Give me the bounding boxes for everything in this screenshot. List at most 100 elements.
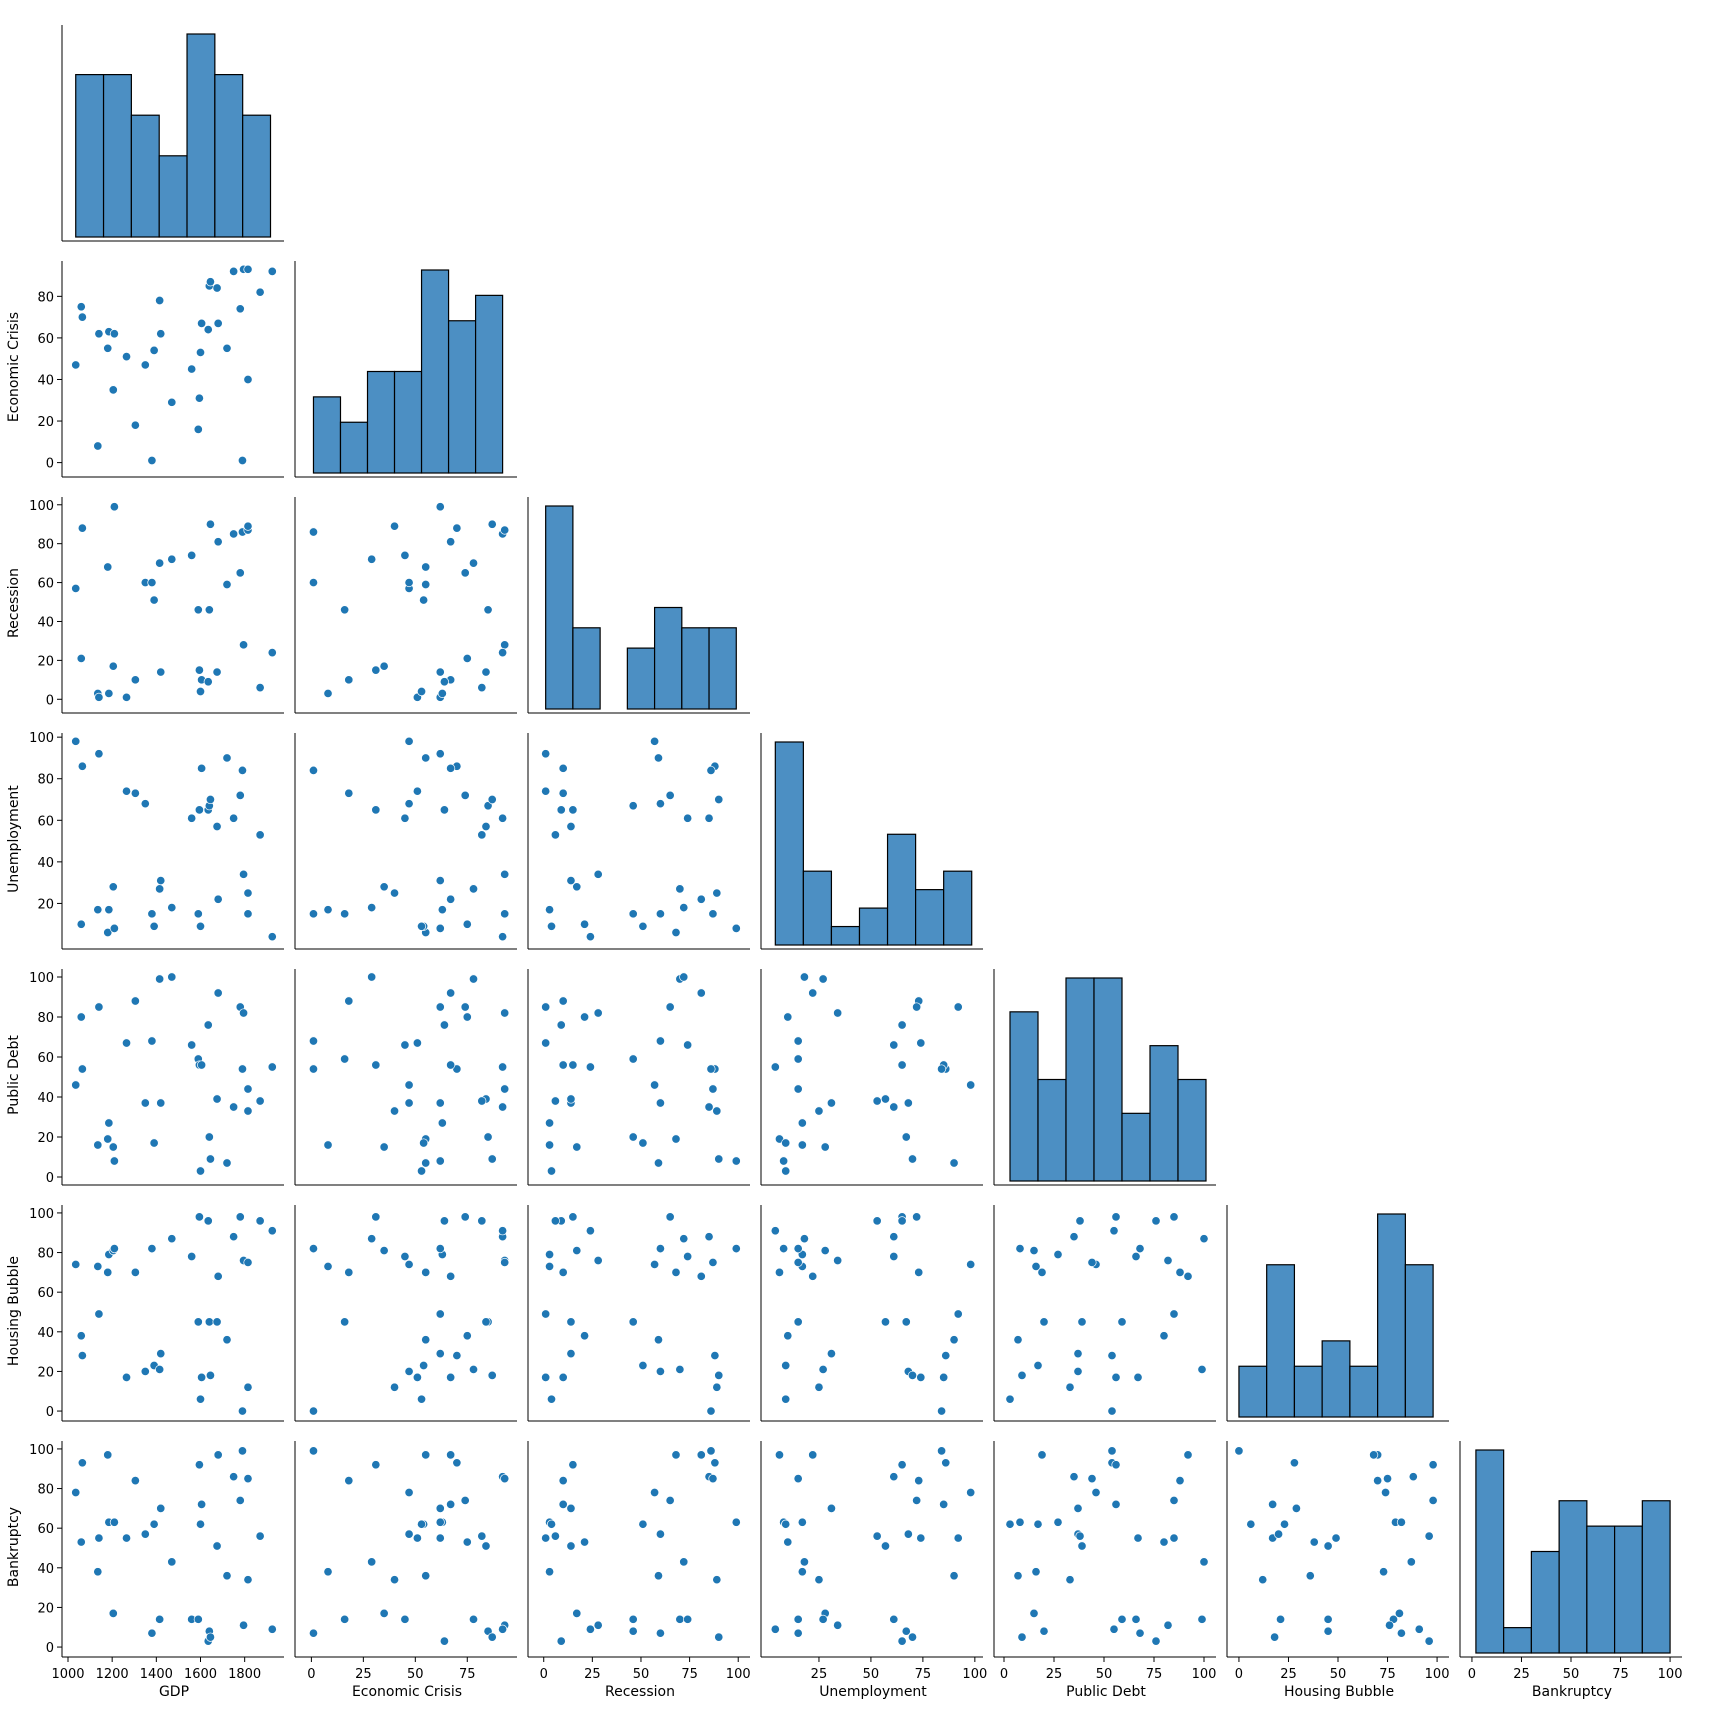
scatter-point bbox=[108, 1608, 118, 1618]
scatter-point bbox=[872, 1531, 882, 1541]
scatter-point bbox=[483, 801, 493, 811]
scatter-point bbox=[558, 1476, 568, 1486]
scatter-point bbox=[566, 1317, 576, 1327]
scatter-point bbox=[130, 1476, 140, 1486]
scatter-point bbox=[593, 1255, 603, 1266]
scatter-point bbox=[818, 974, 828, 984]
histogram-bar bbox=[1613, 1525, 1643, 1654]
scatter-point bbox=[679, 972, 689, 982]
scatter-point bbox=[229, 1472, 239, 1482]
scatter-point bbox=[1109, 1624, 1119, 1634]
scatter-point bbox=[460, 568, 470, 578]
scatter-point bbox=[147, 1036, 157, 1046]
scatter-point bbox=[460, 1495, 470, 1505]
scatter-point bbox=[566, 1503, 576, 1513]
scatter-point bbox=[731, 1244, 741, 1254]
scatter-point bbox=[808, 1450, 818, 1460]
scatter-point bbox=[195, 921, 206, 931]
scatter-point bbox=[94, 749, 104, 759]
scatter-point bbox=[487, 1154, 497, 1164]
scatter-point bbox=[706, 765, 716, 775]
scatter-point bbox=[580, 1331, 590, 1341]
scatter-point bbox=[966, 1080, 976, 1090]
scatter-point bbox=[708, 1474, 718, 1484]
scatter-point bbox=[435, 876, 445, 886]
scatter-point bbox=[437, 688, 447, 698]
scatter-point bbox=[308, 1628, 319, 1638]
scatter-point bbox=[710, 1351, 720, 1361]
scatter-point bbox=[797, 1140, 807, 1150]
scatter-point bbox=[435, 1503, 445, 1513]
x-tick-label: 100 bbox=[962, 1667, 987, 1682]
scatter-point bbox=[1169, 1309, 1179, 1319]
x-axis-label: Unemployment bbox=[819, 1684, 927, 1700]
histogram-bar bbox=[75, 73, 105, 238]
scatter-point bbox=[400, 1040, 410, 1050]
scatter-point bbox=[1133, 1372, 1143, 1382]
scatter-point bbox=[121, 352, 132, 362]
scatter-point bbox=[671, 927, 681, 938]
y-tick-label: 0 bbox=[46, 1405, 54, 1420]
y-tick-label: 60 bbox=[37, 814, 54, 829]
scatter-point bbox=[404, 799, 414, 809]
scatter-point bbox=[412, 1038, 422, 1048]
scatter-point bbox=[546, 1166, 557, 1176]
scatter-point bbox=[953, 1533, 963, 1543]
scatter-point bbox=[897, 1060, 907, 1070]
panel-housing-bubble-vs-economic-crisis bbox=[294, 1205, 517, 1422]
scatter-point bbox=[323, 1140, 333, 1150]
scatter-point bbox=[93, 1261, 103, 1271]
scatter-point bbox=[195, 1519, 206, 1529]
histogram-bar bbox=[1503, 1627, 1532, 1654]
x-tick-label: 100 bbox=[1658, 1667, 1683, 1682]
scatter-point bbox=[237, 1406, 248, 1416]
scatter-point bbox=[468, 974, 479, 984]
x-tick-label: 75 bbox=[681, 1667, 698, 1682]
scatter-point bbox=[628, 909, 638, 919]
x-tick-label: 0 bbox=[1235, 1667, 1243, 1682]
scatter-point bbox=[696, 1450, 706, 1460]
histogram-bar bbox=[943, 870, 973, 946]
scatter-point bbox=[93, 1140, 103, 1150]
scatter-point bbox=[1015, 1517, 1025, 1527]
scatter-point bbox=[914, 1476, 924, 1486]
histogram-bar bbox=[1009, 1011, 1039, 1182]
scatter-point bbox=[222, 1158, 232, 1168]
scatter-point bbox=[237, 765, 248, 775]
scatter-point bbox=[706, 1406, 716, 1416]
scatter-point bbox=[793, 1317, 803, 1327]
scatter-point bbox=[435, 1002, 445, 1012]
panel-housing-bubble-vs-recession bbox=[527, 1205, 750, 1422]
y-tick-label: 100 bbox=[29, 971, 54, 986]
scatter-point bbox=[255, 830, 265, 840]
scatter-point bbox=[255, 1531, 265, 1541]
scatter-point bbox=[1033, 1519, 1043, 1529]
x-tick-label: 0 bbox=[1468, 1667, 1476, 1682]
scatter-point bbox=[1111, 1372, 1121, 1382]
scatter-point bbox=[340, 1614, 350, 1624]
scatter-point bbox=[212, 1094, 222, 1104]
scatter-point bbox=[435, 1517, 445, 1527]
scatter-point bbox=[1424, 1531, 1434, 1541]
panel-unemployment-vs-unemployment bbox=[760, 733, 983, 950]
scatter-point bbox=[889, 1040, 899, 1050]
scatter-point bbox=[593, 1620, 603, 1630]
scatter-point bbox=[229, 529, 239, 539]
scatter-point bbox=[460, 1002, 470, 1012]
scatter-point bbox=[243, 1575, 253, 1585]
y-tick-label: 80 bbox=[37, 538, 54, 553]
scatter-point bbox=[628, 1614, 638, 1624]
scatter-point bbox=[580, 1537, 590, 1547]
scatter-point bbox=[193, 424, 203, 434]
scatter-point bbox=[267, 1226, 277, 1236]
scatter-point bbox=[545, 1567, 555, 1577]
scatter-point bbox=[187, 813, 197, 823]
scatter-point bbox=[712, 1382, 722, 1392]
scatter-point bbox=[1117, 1614, 1127, 1624]
scatter-point bbox=[483, 1132, 493, 1142]
x-tick-label: 50 bbox=[1096, 1667, 1113, 1682]
scatter-point bbox=[1005, 1394, 1015, 1404]
scatter-point bbox=[140, 360, 150, 370]
scatter-point bbox=[379, 661, 389, 671]
scatter-point bbox=[1323, 1541, 1333, 1551]
